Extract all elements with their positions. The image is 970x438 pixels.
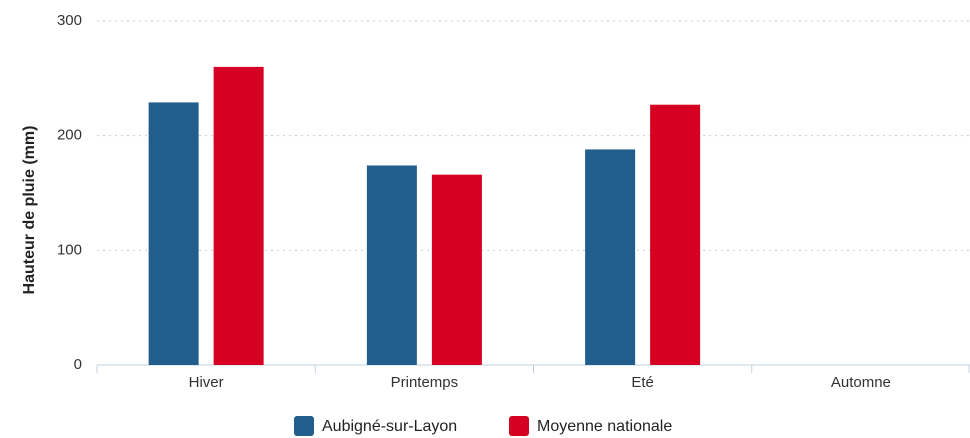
bar [585, 149, 636, 365]
x-tick-label: Printemps [391, 374, 459, 391]
legend-label: Aubigné-sur-Layon [322, 418, 457, 435]
bar [148, 102, 199, 365]
bar [431, 174, 482, 365]
y-axis-label: Hauteur de pluie (mm) [21, 126, 38, 295]
bar [366, 165, 417, 365]
bar [213, 66, 264, 365]
legend-swatch [509, 416, 529, 436]
y-tick-label: 100 [57, 241, 82, 258]
bar [650, 104, 701, 365]
x-tick-label: Hiver [189, 374, 224, 391]
x-tick-label: Automne [831, 374, 891, 391]
y-tick-label: 0 [74, 356, 82, 373]
legend-label: Moyenne nationale [537, 418, 672, 435]
y-tick-label: 300 [57, 12, 82, 29]
y-tick-label: 200 [57, 127, 82, 144]
legend-swatch [294, 416, 314, 436]
x-tick-label: Eté [631, 374, 654, 391]
